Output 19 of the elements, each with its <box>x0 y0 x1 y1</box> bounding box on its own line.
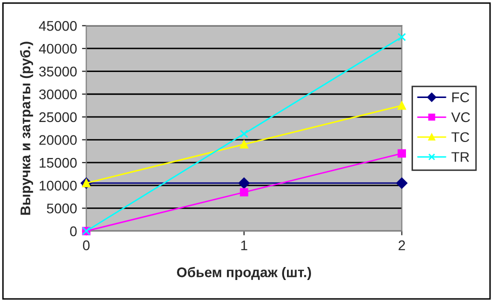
legend-label: TR <box>451 152 470 162</box>
legend-label: VC <box>451 112 470 122</box>
y-axis-title: Выручка и затраты (руб.) <box>20 42 34 215</box>
y-tick-label: 35000 <box>39 66 77 76</box>
y-tick-label: 5000 <box>46 204 77 214</box>
legend-label: TC <box>451 132 470 142</box>
y-tick-label: 0 <box>70 226 77 236</box>
y-tick-label: 30000 <box>39 89 77 100</box>
x-tick-label: 2 <box>398 240 405 250</box>
y-tick-label: 20000 <box>39 135 77 145</box>
y-tick-label: 40000 <box>38 44 77 54</box>
y-tick-label: 25000 <box>39 112 77 122</box>
x-tick-label: 0 <box>82 240 90 250</box>
x-tick-label: 1 <box>241 240 248 250</box>
y-tick-label: 45000 <box>38 21 77 31</box>
legend-label: FC <box>452 92 470 102</box>
y-tick-label: 10000 <box>40 180 77 191</box>
y-tick-label: 15000 <box>40 158 77 168</box>
x-axis-title: Обьем продаж (шт.) <box>176 266 311 280</box>
